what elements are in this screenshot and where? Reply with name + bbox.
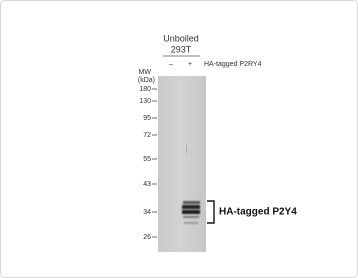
band-label: HA-tagged P2Y4 — [219, 207, 297, 218]
mw-marker-label: 95 — [143, 115, 151, 122]
mw-marker-label: 72 — [143, 132, 151, 139]
mw-title: MW — [139, 69, 152, 76]
lane-label: HA-tagged P2RY4 — [204, 61, 262, 68]
condition: Unboiled — [163, 33, 199, 43]
band — [183, 216, 199, 218]
mw-marker-label: 26 — [143, 234, 151, 241]
speck — [186, 145, 187, 153]
cell-line: 293T — [171, 44, 192, 54]
blot — [158, 76, 206, 252]
mw-marker-label: 43 — [143, 181, 151, 188]
band — [183, 201, 200, 204]
lane-plus: + — [188, 61, 192, 68]
mw-marker-label: 34 — [143, 209, 151, 216]
mw-marker-label: 130 — [139, 98, 151, 105]
band — [182, 210, 200, 214]
mw-marker-label: 55 — [143, 156, 151, 163]
mw-marker-label: 180 — [139, 86, 151, 93]
band — [182, 205, 200, 209]
figure: Unboiled 293T – + HA-tagged P2RY4 MW (kD… — [0, 0, 358, 278]
band — [184, 222, 198, 224]
lane-minus: – — [169, 61, 173, 68]
mw-unit: (kDa) — [138, 77, 155, 84]
